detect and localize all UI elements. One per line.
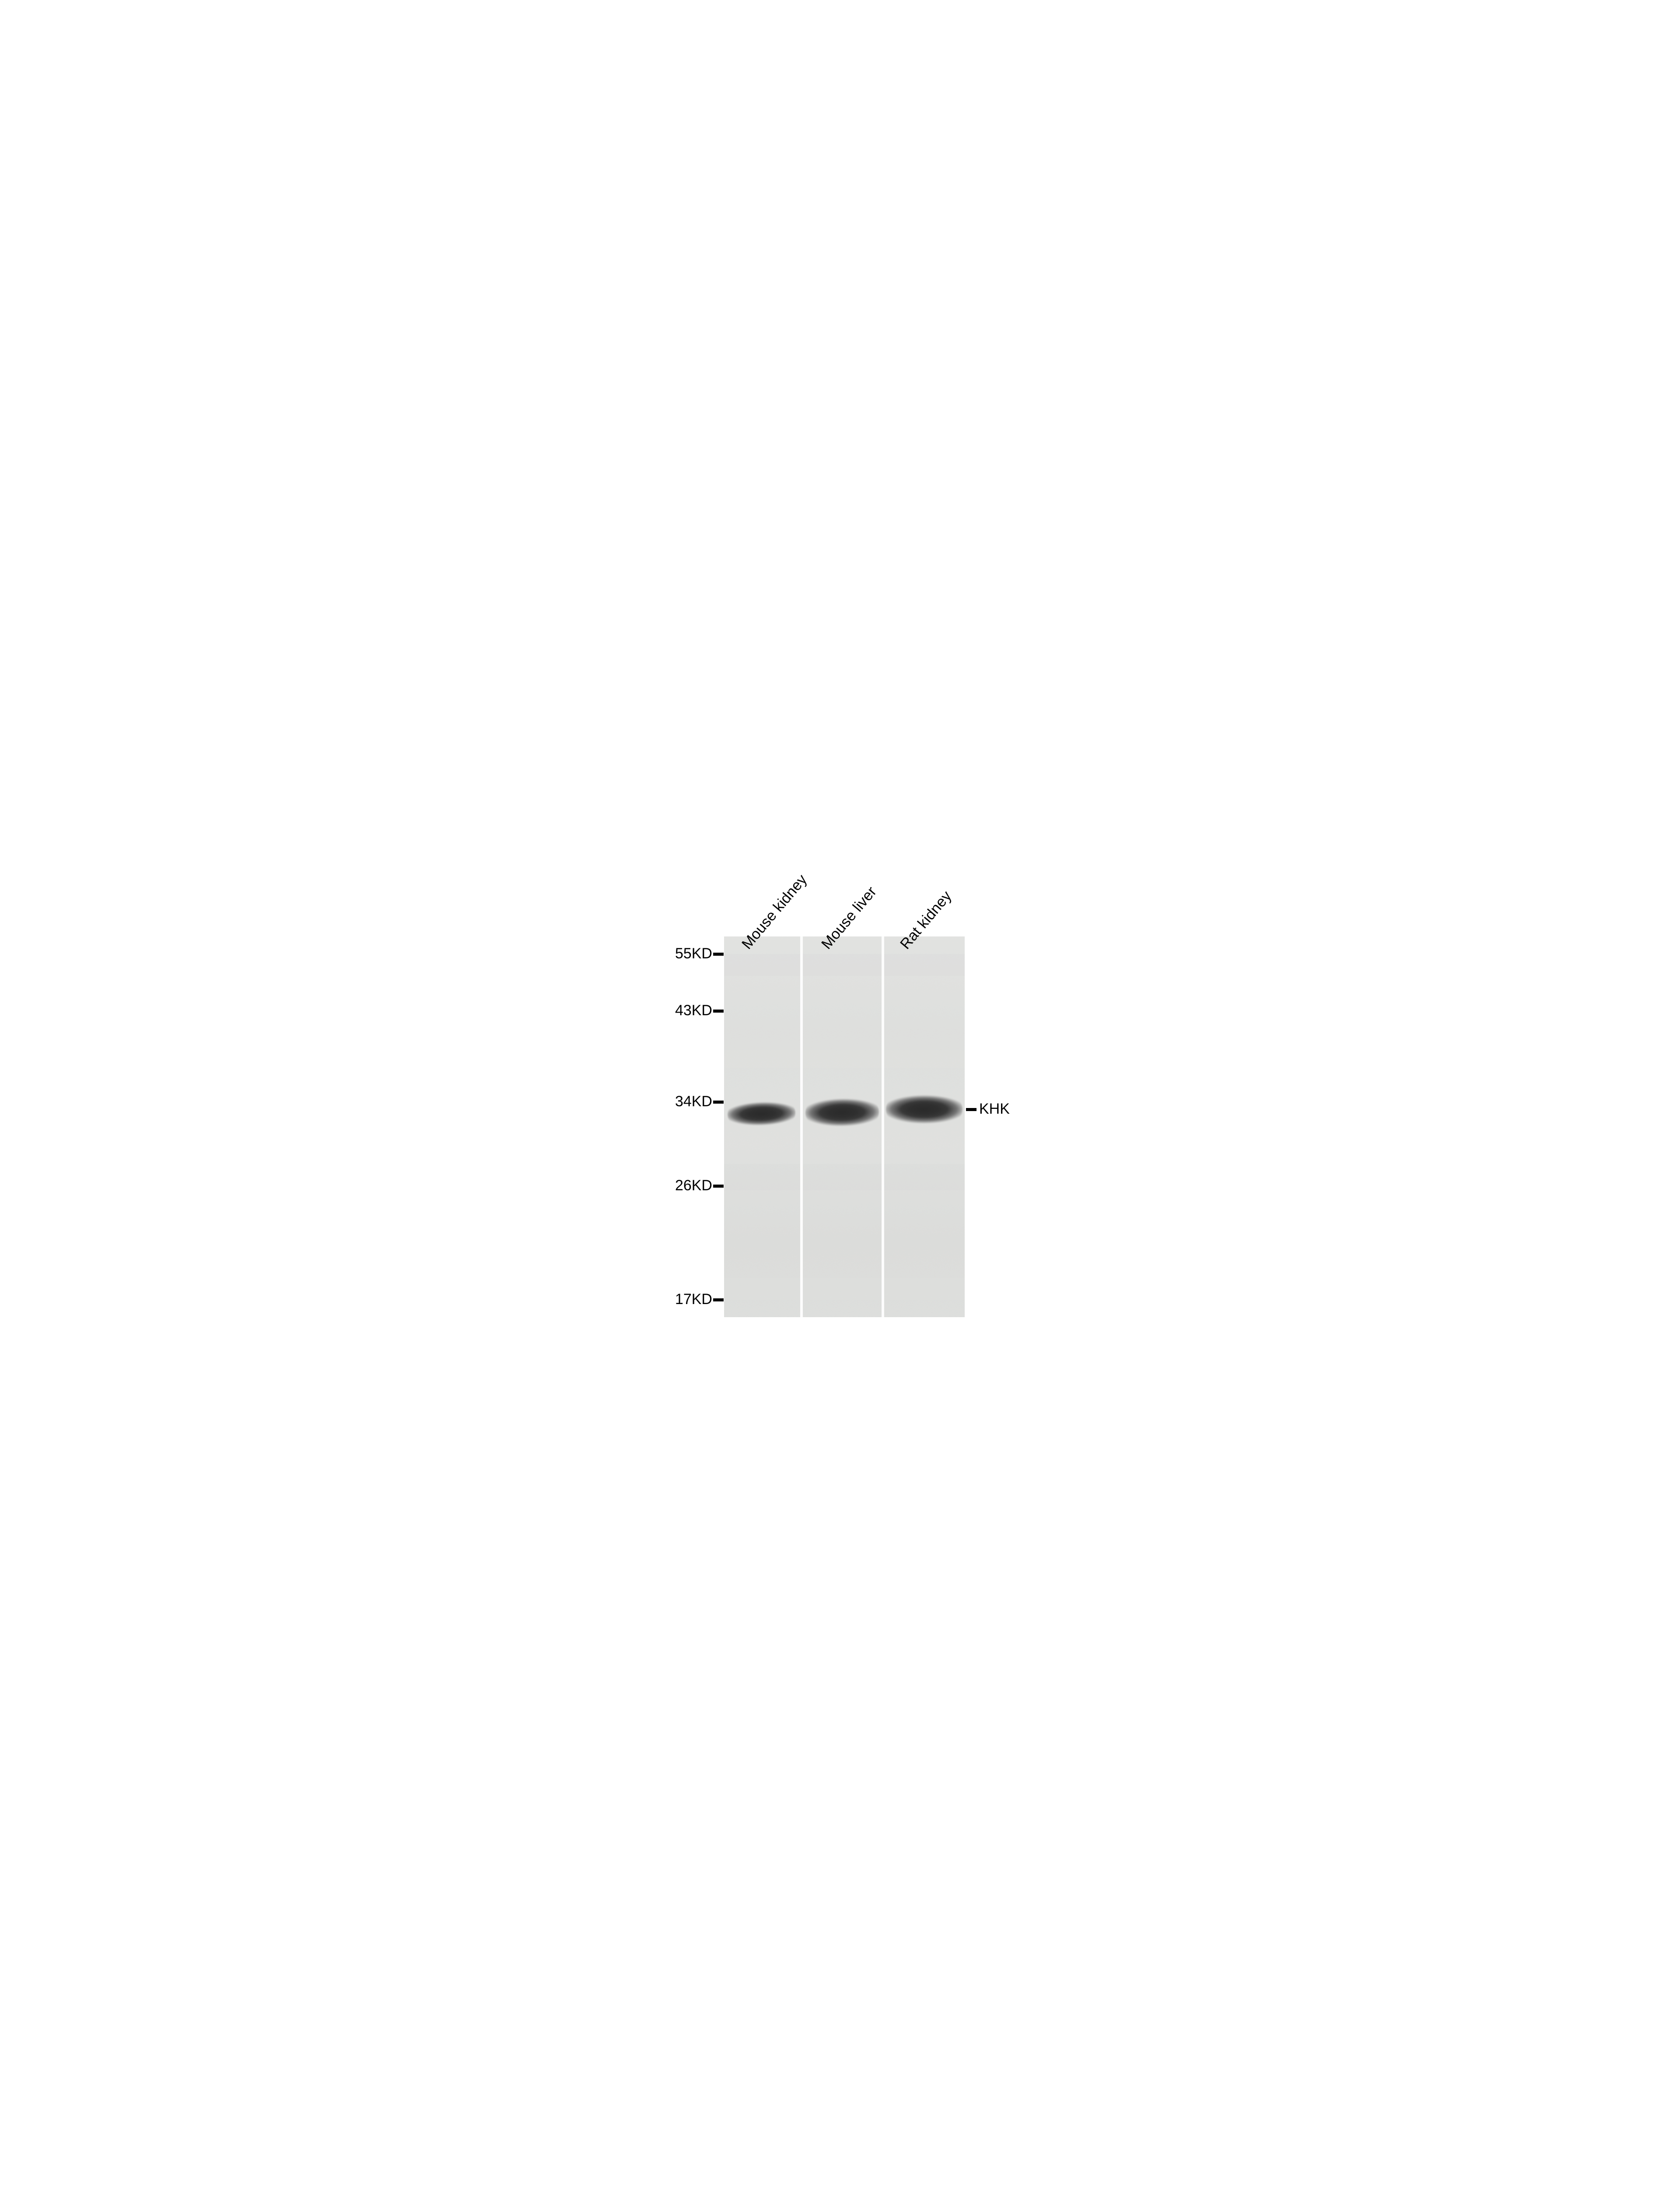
lane-separator-1 [800,936,803,1317]
target-tick [966,1108,976,1111]
membrane-background [724,936,965,1317]
mw-tick [713,1185,724,1188]
band-lane-1 [805,1098,879,1127]
mw-tick [713,1298,724,1301]
lane-separator-2 [882,936,884,1317]
mw-tick [713,953,724,956]
western-blot-figure: Mouse kidney Mouse liver Rat kidney KHK … [665,862,1015,1326]
mw-label: 26KD [675,1177,712,1194]
mw-label: 34KD [675,1093,712,1110]
mw-label: 43KD [675,1002,712,1019]
band-lane-0 [727,1101,796,1126]
mw-label: 17KD [675,1291,712,1308]
mw-tick [713,1101,724,1104]
mw-label: 55KD [675,945,712,962]
mw-tick [713,1010,724,1013]
band-lane-2 [886,1095,962,1124]
target-label: KHK [979,1101,1010,1118]
membrane [724,936,965,1317]
